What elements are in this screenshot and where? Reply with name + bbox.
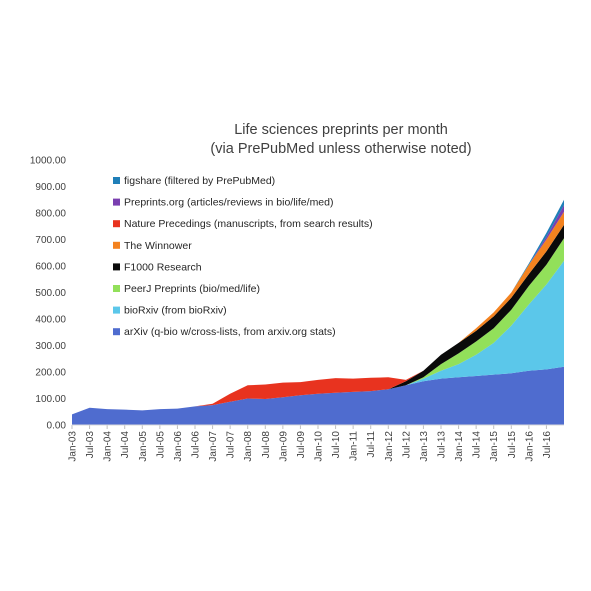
y-tick-label: 300.00: [35, 341, 66, 352]
y-tick-label: 500.00: [35, 288, 66, 299]
x-tick-label: Jul-08: [261, 431, 272, 459]
y-tick-label: 600.00: [35, 262, 66, 273]
x-tick-label: Jan-14: [454, 431, 465, 462]
legend-label: F1000 Research: [124, 261, 202, 273]
x-tick-label: Jul-13: [437, 431, 448, 459]
y-tick-label: 200.00: [35, 368, 66, 379]
x-tick-label: Jan-15: [489, 431, 500, 462]
x-tick-label: Jul-07: [226, 431, 237, 459]
series-area-0: [72, 366, 564, 425]
x-tick-label: Jul-12: [401, 431, 412, 459]
x-tick-label: Jul-16: [542, 431, 553, 459]
series-area-1: [72, 260, 564, 415]
x-tick-label: Jan-05: [138, 431, 149, 462]
legend-label: arXiv (q-bio w/cross-lists, from arxiv.o…: [124, 326, 336, 338]
y-tick-label: 800.00: [35, 209, 66, 220]
legend-swatch: [113, 198, 120, 206]
legend-label: PeerJ Preprints (bio/med/life): [124, 283, 260, 295]
y-axis-ticks: 0.00 100.00 200.00 300.00 400.00 500.00 600.00…: [30, 156, 67, 432]
y-tick-label: 0.00: [47, 421, 67, 432]
legend-swatch: [113, 177, 120, 184]
x-tick-label: Jan-06: [173, 431, 184, 462]
series-area-2: [72, 238, 564, 415]
x-tick-label: Jul-10: [331, 431, 342, 459]
x-tick-label: Jan-16: [524, 431, 535, 462]
x-tick-label: Jan-04: [103, 431, 114, 462]
x-axis-ticks: Jan-03 Jul-03 Jan-04 Jul-04 Jan-05 Jul-05 Jan-…: [68, 425, 553, 462]
series-areas: [72, 199, 564, 425]
legend-label: Nature Precedings (manuscripts, from sea…: [124, 218, 373, 230]
legend-swatch: [113, 306, 120, 314]
x-tick-label: Jul-09: [296, 431, 307, 459]
legend-swatch: [113, 328, 120, 336]
x-tick-label: Jan-13: [419, 431, 430, 462]
x-tick-label: Jul-04: [120, 431, 131, 459]
legend-label: Preprints.org (articles/reviews in bio/l…: [124, 197, 334, 209]
x-tick-label: Jan-03: [68, 431, 79, 462]
y-tick-label: 1000.00: [30, 156, 67, 167]
y-tick-label: 900.00: [35, 182, 66, 193]
legend-swatch: [113, 263, 120, 271]
chart-title: Life sciences preprints per month: [234, 122, 448, 138]
legend-swatch: [113, 220, 120, 228]
x-tick-label: Jul-11: [366, 431, 377, 458]
x-tick-label: Jan-09: [278, 431, 289, 462]
chart-subtitle: (via PrePubMed unless otherwise noted): [210, 141, 471, 157]
x-tick-label: Jan-10: [314, 431, 325, 462]
legend-label: figshare (filtered by PrePubMed): [124, 175, 275, 187]
x-tick-label: Jan-07: [208, 431, 219, 462]
y-tick-label: 400.00: [35, 315, 66, 326]
x-tick-label: Jul-03: [85, 431, 96, 459]
x-tick-label: Jul-06: [191, 431, 202, 459]
x-tick-label: Jul-15: [507, 431, 518, 459]
x-tick-label: Jan-11: [349, 431, 360, 461]
x-tick-label: Jan-12: [384, 431, 395, 462]
x-tick-label: Jan-08: [243, 431, 254, 462]
y-tick-label: 700.00: [35, 235, 66, 246]
legend: figshare (filtered by PrePubMed) Preprint…: [113, 175, 373, 338]
legend-swatch: [113, 241, 120, 249]
y-tick-label: 100.00: [35, 394, 66, 405]
x-tick-label: Jul-14: [472, 431, 483, 459]
legend-label: bioRxiv (from bioRxiv): [124, 305, 227, 317]
x-tick-label: Jul-05: [155, 431, 166, 459]
legend-swatch: [113, 285, 120, 292]
legend-label: The Winnower: [124, 240, 192, 252]
